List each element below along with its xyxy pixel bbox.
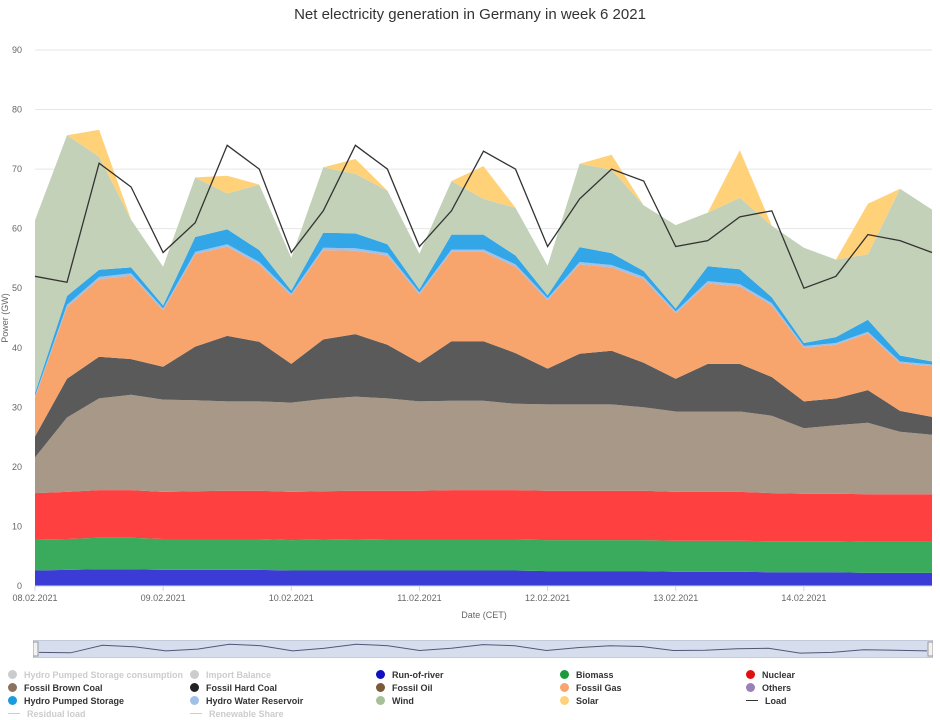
- legend-label: Load: [765, 695, 787, 706]
- legend-marker-icon: [190, 670, 199, 679]
- x-axis-title: Date (CET): [461, 610, 507, 620]
- legend-label: Renewable Share: [209, 708, 284, 719]
- chart-area: 0 10 20 30 40 50 60 70 80 90 08.02.2021 09.02.2021 1…: [0, 45, 933, 620]
- legend-marker-icon: [8, 713, 20, 714]
- y-tick-label: 70: [12, 164, 22, 174]
- navigator-series: [38, 643, 928, 654]
- area-fossil-gas[interactable]: [35, 246, 932, 437]
- legend-marker-icon: [746, 670, 755, 679]
- legend-marker-icon: [560, 683, 569, 692]
- legend-label: Import Balance: [206, 669, 272, 680]
- x-tick-label: 08.02.2021: [12, 593, 57, 603]
- y-tick-label: 60: [12, 224, 22, 234]
- legend-item-fossil-oil[interactable]: Fossil Oil: [376, 681, 433, 694]
- x-tick-label: 14.02.2021: [781, 593, 826, 603]
- navigator-left-handle[interactable]: [33, 641, 39, 657]
- legend-marker-icon: [560, 696, 569, 705]
- legend-item-nuclear[interactable]: Nuclear: [746, 668, 795, 681]
- y-tick-label: 40: [12, 343, 22, 353]
- y-tick-label: 90: [12, 45, 22, 55]
- legend-label: Hydro Pumped Storage consumption: [24, 669, 184, 680]
- legend-item-run-of-river[interactable]: Run-of-river: [376, 668, 444, 681]
- area-wind[interactable]: [35, 135, 932, 393]
- legend-marker-icon: [560, 670, 569, 679]
- legend-label: Biomass: [576, 669, 614, 680]
- legend-marker-icon: [746, 700, 758, 701]
- legend-item-residual-load[interactable]: Residual load: [8, 707, 86, 720]
- legend-marker-icon: [746, 683, 755, 692]
- legend-item-biomass[interactable]: Biomass: [560, 668, 614, 681]
- legend-label: Run-of-river: [392, 669, 444, 680]
- area-biomass[interactable]: [35, 537, 932, 573]
- legend-item-solar[interactable]: Solar: [560, 694, 599, 707]
- legend-item-fossil-hard-coal[interactable]: Fossil Hard Coal: [190, 681, 277, 694]
- legend-item-hydro-water-reservoir[interactable]: Hydro Water Reservoir: [190, 694, 303, 707]
- load-series-group: [34, 144, 933, 290]
- legend-item-fossil-brown-coal[interactable]: Fossil Brown Coal: [8, 681, 103, 694]
- x-tick-label: 11.02.2021: [397, 593, 441, 603]
- legend: Hydro Pumped Storage consumption Import B…: [0, 664, 940, 720]
- area-series-group: [35, 129, 932, 586]
- legend-item-fossil-gas[interactable]: Fossil Gas: [560, 681, 622, 694]
- y-tick-label: 0: [17, 581, 22, 591]
- legend-label: Residual load: [27, 708, 86, 719]
- legend-label: Fossil Hard Coal: [206, 682, 278, 693]
- y-tick-label: 10: [12, 521, 22, 531]
- range-navigator[interactable]: [33, 640, 933, 658]
- legend-marker-icon: [8, 670, 17, 679]
- legend-label: Hydro Pumped Storage: [24, 695, 125, 706]
- legend-label: Others: [762, 682, 792, 693]
- legend-item-load[interactable]: Load: [746, 694, 787, 707]
- area-fossil-brown-coal[interactable]: [35, 394, 932, 495]
- area-fossil-hard-coal[interactable]: [35, 334, 932, 458]
- legend-marker-icon: [190, 683, 199, 692]
- legend-label: Fossil Oil: [392, 682, 433, 693]
- legend-item-import-balance[interactable]: Import Balance: [190, 668, 271, 681]
- legend-marker-icon: [190, 696, 199, 705]
- y-tick-label: 80: [12, 105, 22, 115]
- area-run-of-river[interactable]: [35, 569, 932, 586]
- legend-label: Fossil Brown Coal: [24, 682, 103, 693]
- area-solar[interactable]: [35, 129, 932, 267]
- legend-marker-icon: [8, 683, 17, 692]
- chart-title: Net electricity generation in Germany in…: [294, 6, 646, 23]
- legend-marker-icon: [8, 696, 17, 705]
- y-axis-title: Power (GW): [0, 293, 10, 343]
- legend-label: Hydro Water Reservoir: [206, 695, 304, 706]
- x-tick-label: 10.02.2021: [269, 593, 314, 603]
- legend-item-wind[interactable]: Wind: [376, 694, 414, 707]
- y-tick-label: 50: [12, 283, 22, 293]
- axes: 0 10 20 30 40 50 60 70 80 90 08.02.2021 09.02.2021 1…: [12, 45, 932, 603]
- legend-label: Wind: [392, 695, 414, 706]
- legend-item-hydro-pumped-storage[interactable]: Hydro Pumped Storage: [8, 694, 124, 707]
- legend-marker-icon: [190, 713, 202, 714]
- legend-marker-icon: [376, 683, 385, 692]
- legend-item-hydro-pumped-storage-consumption[interactable]: Hydro Pumped Storage consumption: [8, 668, 183, 681]
- load-line[interactable]: [34, 144, 933, 290]
- area-hydro-water-reservoir[interactable]: [35, 244, 932, 398]
- y-tick-label: 30: [12, 402, 22, 412]
- area-hydro-pumped-storage[interactable]: [35, 229, 932, 396]
- area-nuclear[interactable]: [35, 490, 932, 542]
- legend-label: Solar: [576, 695, 599, 706]
- legend-marker-icon: [376, 670, 385, 679]
- y-tick-label: 20: [12, 462, 22, 472]
- x-tick-label: 09.02.2021: [141, 593, 186, 603]
- legend-label: Nuclear: [762, 669, 796, 680]
- legend-label: Fossil Gas: [576, 682, 622, 693]
- navigator-mask: [33, 640, 933, 658]
- legend-item-renewable-share[interactable]: Renewable Share: [190, 707, 284, 720]
- legend-marker-icon: [376, 696, 385, 705]
- legend-item-others[interactable]: Others: [746, 681, 791, 694]
- x-tick-label: 12.02.2021: [525, 593, 570, 603]
- navigator-right-handle[interactable]: [927, 641, 933, 657]
- x-tick-label: 13.02.2021: [653, 593, 698, 603]
